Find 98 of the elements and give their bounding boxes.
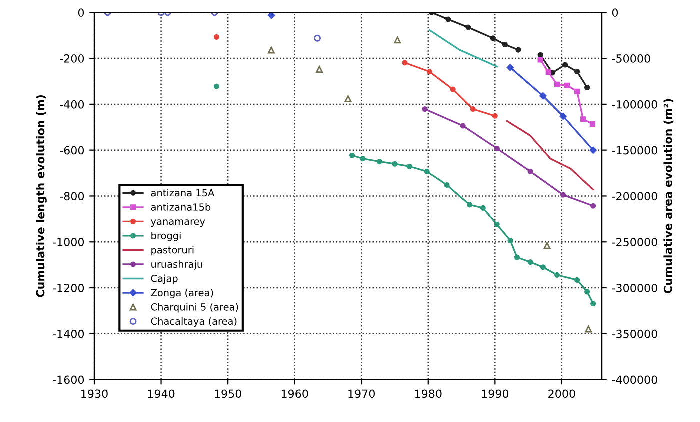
y-tick-label: 0 bbox=[78, 8, 84, 18]
point bbox=[349, 152, 356, 158]
point bbox=[580, 116, 586, 122]
point bbox=[540, 264, 546, 270]
line-series bbox=[506, 120, 594, 191]
point bbox=[590, 146, 597, 154]
point bbox=[392, 161, 398, 167]
point bbox=[564, 82, 570, 88]
point bbox=[450, 86, 456, 92]
point bbox=[360, 156, 366, 162]
y-tick-label: -1000 bbox=[53, 238, 84, 246]
point bbox=[516, 47, 522, 53]
point bbox=[528, 168, 534, 174]
x-tick-label: 1970 bbox=[348, 390, 376, 398]
point bbox=[590, 203, 596, 209]
legend-label: Cajap bbox=[151, 274, 178, 284]
legend-label: Chacaltaya (area) bbox=[151, 318, 237, 327]
point bbox=[508, 238, 514, 244]
point bbox=[528, 260, 534, 266]
y2-tick-label: -350000 bbox=[612, 330, 658, 338]
legend-label: Zonga (area) bbox=[151, 289, 214, 298]
point bbox=[538, 52, 544, 58]
point bbox=[466, 24, 472, 30]
point bbox=[584, 289, 590, 295]
point bbox=[538, 57, 544, 63]
legend-label: broggi bbox=[152, 232, 181, 242]
point bbox=[460, 123, 466, 129]
x-tick-label: 1930 bbox=[82, 390, 108, 398]
point bbox=[492, 113, 498, 119]
point bbox=[426, 69, 432, 75]
point bbox=[590, 121, 596, 127]
point bbox=[490, 36, 496, 42]
point bbox=[376, 159, 382, 165]
y-tick-label: -200 bbox=[60, 54, 84, 63]
point bbox=[554, 82, 560, 88]
legend-label: pastoruri bbox=[152, 246, 194, 256]
point bbox=[470, 106, 476, 112]
point bbox=[316, 66, 324, 74]
y2-tick-label: -100000 bbox=[612, 100, 658, 109]
point bbox=[444, 182, 450, 188]
point bbox=[554, 272, 560, 278]
point bbox=[544, 242, 551, 250]
point bbox=[574, 69, 580, 75]
point bbox=[214, 84, 220, 90]
y2-tick-label: -300000 bbox=[612, 284, 658, 292]
y2-tick-label: -250000 bbox=[612, 238, 658, 246]
point bbox=[424, 168, 430, 174]
point bbox=[446, 16, 452, 22]
x-tick-label: 2000 bbox=[548, 390, 576, 398]
y-axis-title: Cumulative length evolution (m) bbox=[36, 96, 47, 298]
legend-label: Charquini 5 (area) bbox=[151, 303, 238, 313]
point bbox=[344, 95, 352, 102]
point bbox=[406, 164, 412, 170]
point bbox=[268, 12, 276, 20]
y2-tick-label: 0 bbox=[612, 8, 618, 18]
legend-label: yanamarey bbox=[151, 220, 206, 228]
y-tick-label: -1400 bbox=[53, 330, 84, 338]
point bbox=[422, 106, 428, 112]
point bbox=[506, 64, 514, 72]
y2-tick-label: -150000 bbox=[612, 146, 658, 155]
point bbox=[562, 62, 568, 68]
point bbox=[502, 42, 508, 48]
point bbox=[394, 36, 402, 44]
point bbox=[560, 192, 566, 198]
x-tick-label: 1960 bbox=[282, 390, 308, 398]
point bbox=[467, 202, 473, 208]
y2-axis-title: Cumulative area evolution (m²) bbox=[664, 99, 674, 294]
point bbox=[574, 277, 580, 283]
point bbox=[574, 88, 580, 94]
point bbox=[546, 70, 552, 76]
point bbox=[494, 146, 500, 152]
x-tick-label: 1940 bbox=[148, 390, 175, 398]
y-tick-label: -600 bbox=[60, 146, 84, 155]
y-tick-label: -1200 bbox=[53, 284, 84, 292]
legend-label: uruashraju bbox=[152, 260, 202, 270]
x-tick-label: 1980 bbox=[415, 390, 442, 398]
y-tick-label: -800 bbox=[60, 192, 84, 201]
point bbox=[402, 60, 408, 66]
point bbox=[540, 92, 547, 100]
x-tick-label: 1990 bbox=[482, 390, 509, 398]
point bbox=[585, 326, 592, 333]
y2-tick-label: -50000 bbox=[612, 54, 650, 63]
y-tick-label: -1600 bbox=[53, 376, 84, 384]
point bbox=[214, 34, 220, 40]
x-tick-label: 1950 bbox=[215, 390, 242, 398]
point bbox=[590, 301, 596, 307]
point bbox=[514, 254, 520, 260]
y2-tick-label: -200000 bbox=[612, 192, 658, 201]
point bbox=[494, 222, 500, 228]
legend-label: antizana15b bbox=[151, 203, 211, 211]
point bbox=[560, 112, 567, 120]
legend-label: antizana 15A bbox=[151, 189, 215, 197]
point bbox=[268, 46, 275, 54]
point bbox=[480, 205, 486, 211]
y-tick-label: -400 bbox=[60, 100, 84, 109]
point bbox=[584, 84, 590, 90]
point bbox=[314, 34, 322, 42]
y2-tick-label: -400000 bbox=[612, 376, 658, 384]
